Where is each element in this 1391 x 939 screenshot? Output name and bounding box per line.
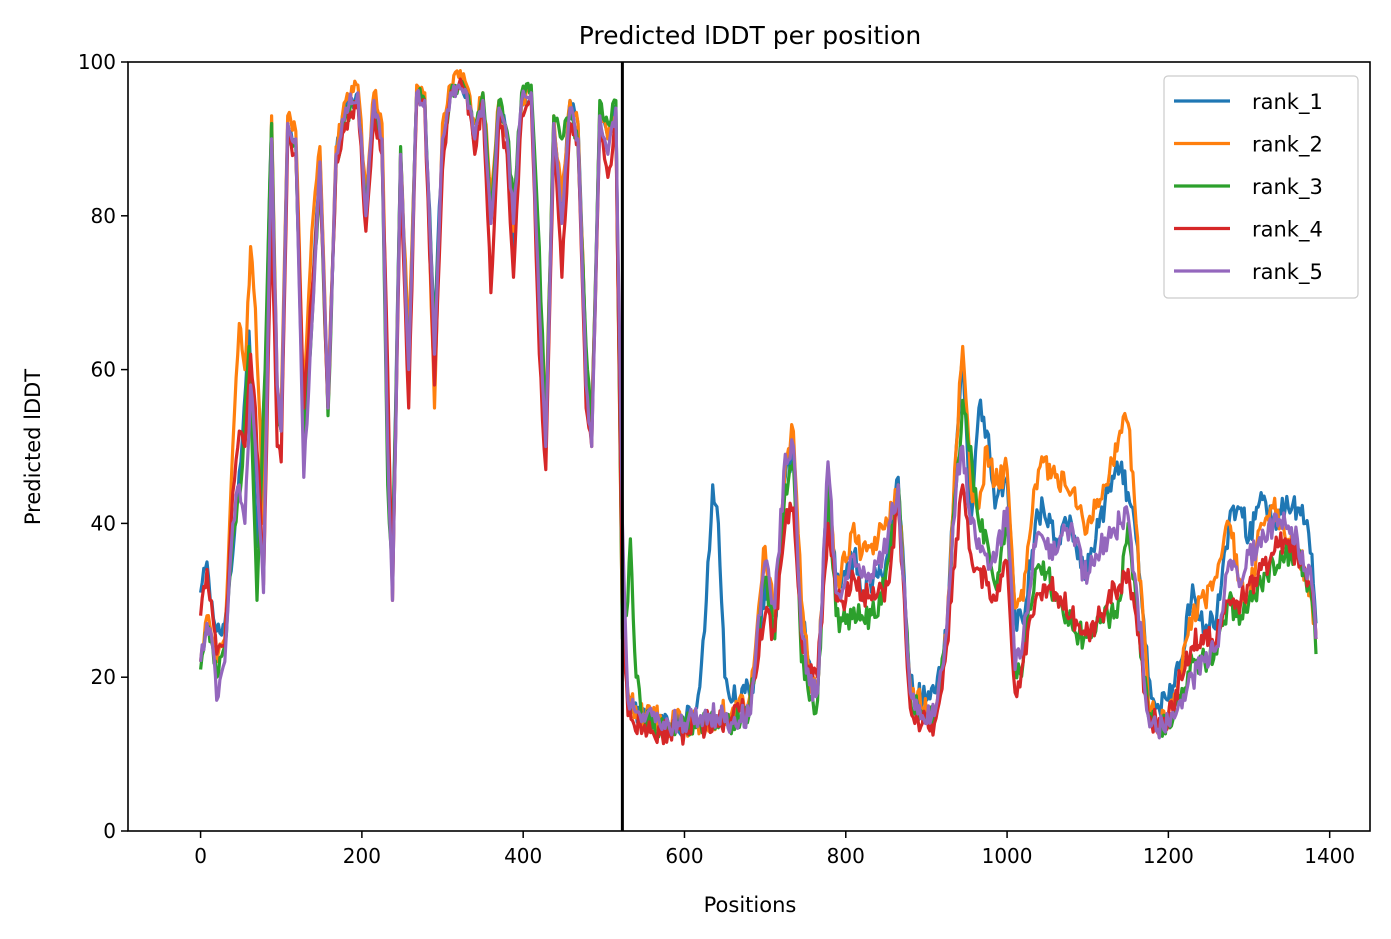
x-tick-label: 800 [827,844,865,868]
y-tick-label: 0 [103,819,116,843]
x-tick-label: 600 [665,844,703,868]
x-tick-label: 1200 [1143,844,1194,868]
legend-box [1163,75,1359,299]
x-tick-label: 0 [194,844,207,868]
chart-title: Predicted lDDT per position [579,21,921,50]
plot-frame [127,61,1371,832]
legend-label-rank-3: rank_3 [1252,175,1323,200]
y-tick-label: 60 [91,358,116,382]
y-tick-label: 20 [91,665,116,689]
plot-area [199,62,1318,831]
legend-label-rank-1: rank_1 [1252,90,1323,115]
x-tick-label: 1000 [982,844,1033,868]
y-tick-label: 40 [91,511,116,535]
legend-label-rank-5: rank_5 [1252,260,1323,285]
x-axis-ticks: 0 200 400 600 800 1000 1200 1400 [194,831,1355,868]
y-tick-label: 80 [91,204,116,228]
x-tick-label: 1400 [1304,844,1355,868]
x-tick-label: 200 [343,844,381,868]
series-line-rank-5 [199,83,1318,740]
y-axis-ticks: 0 20 40 60 80 100 [78,50,128,843]
x-tick-label: 400 [504,844,542,868]
legend: rank_1 rank_2 rank_3 rank_4 rank_5 [1163,75,1359,299]
y-axis-label: Predicted lDDT [21,369,45,525]
legend-label-rank-2: rank_2 [1252,133,1323,158]
y-tick-label: 100 [78,50,116,74]
x-axis-label: Positions [704,893,797,917]
legend-label-rank-4: rank_4 [1252,218,1323,243]
